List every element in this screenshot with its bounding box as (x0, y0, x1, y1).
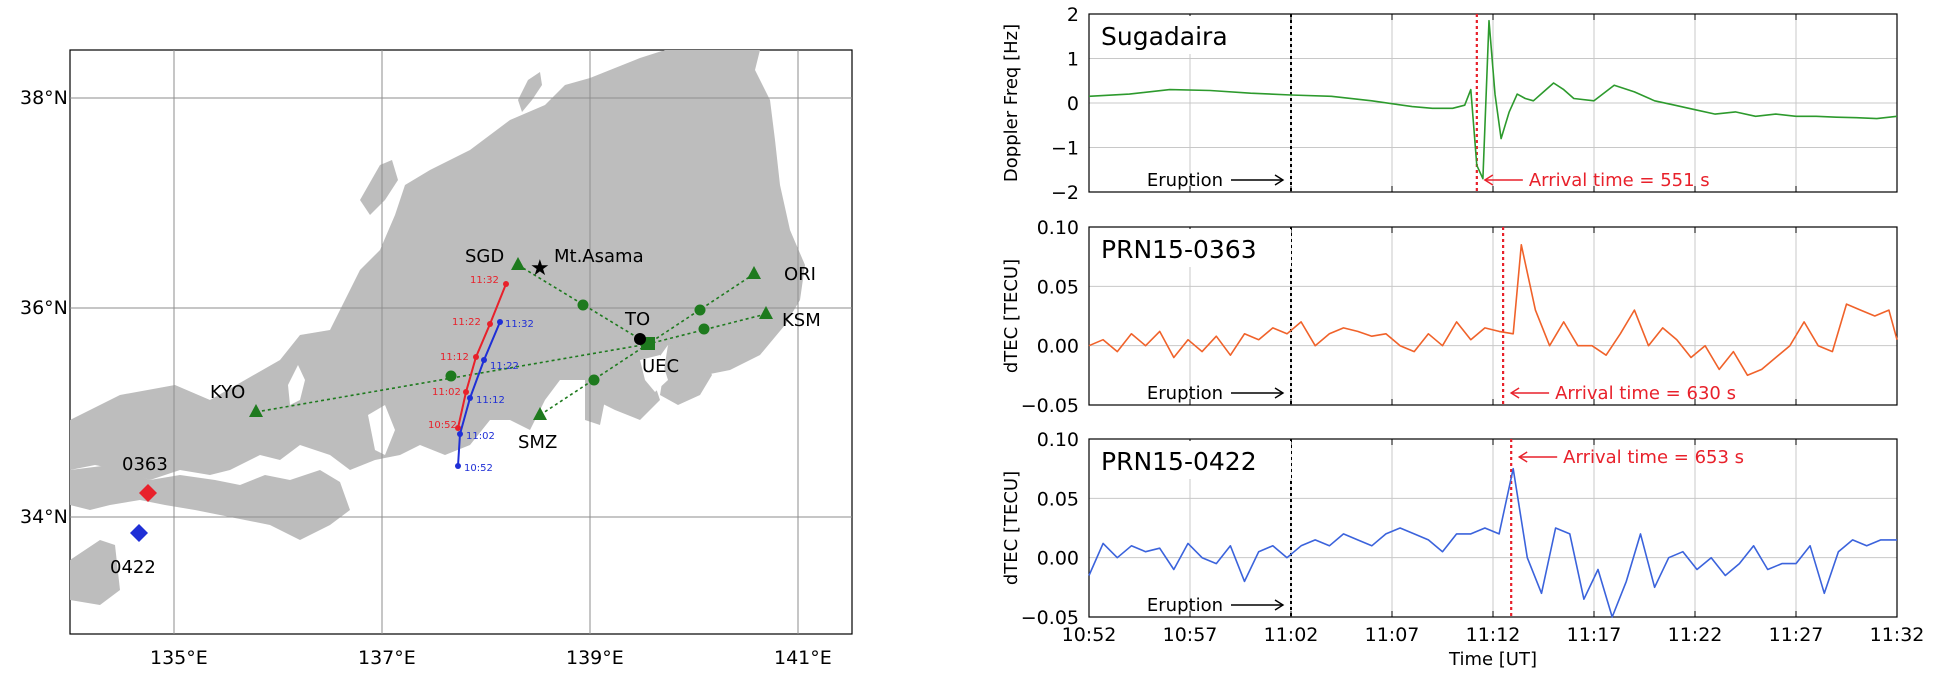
blue-ipp-track (455, 319, 503, 469)
chart-panel-2: 0.10 0.05 0.00 −0.05 dTEC [TECU] Eruption Arri… (1001, 217, 1898, 417)
honshu-land (70, 50, 805, 480)
y-tick-label: 2 (1067, 4, 1079, 26)
lat-label-38: 38°N (20, 87, 68, 109)
panel-title: PRN15-0422 (1101, 447, 1257, 476)
panel-title: PRN15-0363 (1101, 235, 1257, 264)
arrival-arrowhead (1517, 451, 1528, 463)
station-ori-label: ORI (784, 264, 816, 285)
chart-panel-1: 2 1 0 −1 −2 Doppler Freq [Hz] Eruption Arrival … (1001, 4, 1898, 204)
arrival-label: Arrival time = 551 s (1529, 170, 1710, 191)
red-time-1052: 10:52 (428, 420, 457, 431)
map-gridlines (70, 50, 852, 634)
map-panel: 38°N 36°N 34°N 135°E 137°E 139°E 141°E (20, 49, 853, 669)
station-triangles (249, 257, 773, 420)
gnss-0363-marker (139, 484, 157, 502)
eruption-arrowhead (1274, 599, 1285, 611)
data-series-line (1088, 19, 1898, 180)
red-time-1132: 11:32 (470, 275, 499, 286)
y-axis-label: dTEC [TECU] (1001, 259, 1022, 373)
x-axis-label: Time [UT] (1448, 649, 1537, 670)
station-smz-label: SMZ (518, 432, 557, 453)
lon-label-139: 139°E (566, 647, 624, 669)
boso-peninsula (660, 345, 712, 405)
x-tick-label: 10:57 (1163, 624, 1218, 646)
panel-title-bg (1091, 16, 1251, 54)
x-tick-label: 10:52 (1062, 624, 1117, 646)
red-ipp-track (455, 281, 509, 431)
eruption-label: Eruption (1147, 383, 1223, 404)
x-tick-label: 11:22 (1668, 624, 1723, 646)
y-tick-label: 0.10 (1037, 217, 1079, 239)
gnss-0422-marker (130, 524, 148, 542)
volcano-label: Mt.Asama (554, 246, 644, 267)
y-axis-label: dTEC [TECU] (1001, 471, 1022, 585)
eruption-arrowhead (1274, 387, 1285, 399)
reflection-points (445, 299, 710, 386)
gnss-0422-label: 0422 (110, 557, 156, 578)
y-tick-label: 0.10 (1037, 429, 1079, 451)
x-tick-label: 11:12 (1466, 624, 1521, 646)
y-tick-label: 0.05 (1037, 276, 1079, 298)
panel-title-bg (1091, 441, 1291, 479)
eruption-label: Eruption (1147, 170, 1223, 191)
y-tick-label: −0.05 (1021, 395, 1079, 417)
lon-label-137: 137°E (358, 647, 416, 669)
to-marker (634, 333, 646, 345)
y-tick-label: 0.00 (1037, 336, 1079, 358)
y-tick-label: 1 (1067, 49, 1079, 71)
lon-label-141: 141°E (774, 647, 832, 669)
station-uec-label: UEC (642, 356, 679, 377)
x-tick-label: 11:02 (1264, 624, 1319, 646)
blue-time-1052: 10:52 (464, 463, 493, 474)
panel-title-bg (1091, 229, 1291, 267)
blue-time-1132: 11:32 (505, 319, 534, 330)
data-series-line (1088, 244, 1898, 377)
time-series-panels: 2 1 0 −1 −2 Doppler Freq [Hz] Eruption Arrival … (1001, 4, 1924, 670)
y-tick-label: −2 (1051, 182, 1079, 204)
arrival-arrowhead (1483, 174, 1494, 186)
x-tick-label: 11:27 (1769, 624, 1824, 646)
eruption-label: Eruption (1147, 595, 1223, 616)
panel-title: Sugadaira (1101, 22, 1228, 51)
noto-peninsula (360, 160, 398, 215)
y-tick-label: 0 (1067, 93, 1079, 115)
arrival-label: Arrival time = 653 s (1563, 447, 1744, 468)
x-tick-label: 11:17 (1567, 624, 1622, 646)
y-axis-label: Doppler Freq [Hz] (1001, 24, 1022, 182)
volcano-star-icon: ★ (530, 256, 550, 281)
lat-label-34: 34°N (20, 506, 68, 528)
sado-island (518, 72, 542, 112)
red-time-1122: 11:22 (452, 317, 481, 328)
awaji-land (70, 540, 120, 605)
blue-time-1122: 11:22 (490, 361, 519, 372)
gnss-0363-label: 0363 (122, 454, 168, 475)
station-to-label: TO (624, 309, 650, 330)
x-tick-label: 11:07 (1365, 624, 1420, 646)
station-sgd-label: SGD (465, 246, 504, 267)
red-time-1112: 11:12 (440, 352, 469, 363)
shikoku-land (70, 465, 350, 540)
red-time-labels: 11:32 11:22 11:12 11:02 10:52 (428, 275, 499, 431)
station-kyo-label: KYO (210, 382, 245, 403)
blue-time-labels: 11:32 11:22 11:12 11:02 10:52 (464, 319, 534, 474)
lake-biwa (288, 365, 305, 405)
arrival-arrowhead (1509, 387, 1520, 399)
blue-time-1102: 11:02 (466, 431, 495, 442)
station-ksm-label: KSM (782, 310, 821, 331)
y-tick-label: −0.05 (1021, 607, 1079, 629)
data-series-line (1088, 467, 1897, 618)
lon-label-135: 135°E (150, 647, 208, 669)
x-tick-label: 11:32 (1870, 624, 1925, 646)
tokyo-bay (640, 355, 668, 392)
blue-time-1112: 11:12 (476, 395, 505, 406)
y-tick-label: 0.05 (1037, 488, 1079, 510)
arrival-label: Arrival time = 630 s (1555, 383, 1736, 404)
lat-label-36: 36°N (20, 297, 68, 319)
eruption-arrowhead (1274, 174, 1285, 186)
y-tick-label: −1 (1051, 138, 1079, 160)
chart-panel-3: 0.10 0.05 0.00 −0.05 dTEC [TECU] 10:52 10:57 11… (1001, 429, 1924, 670)
red-time-1102: 11:02 (432, 387, 461, 398)
y-tick-label: 0.00 (1037, 548, 1079, 570)
